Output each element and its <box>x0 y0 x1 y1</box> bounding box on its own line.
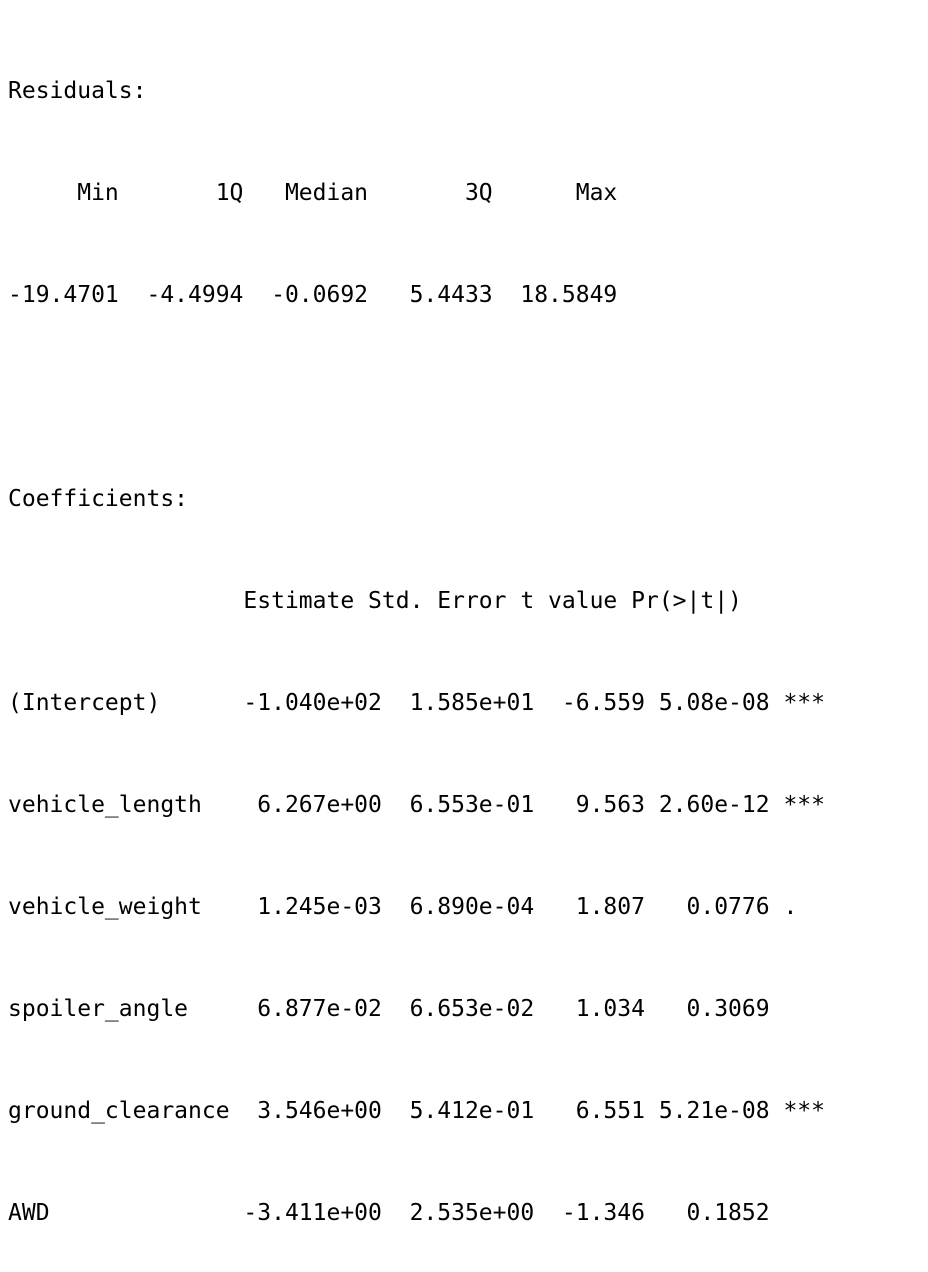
coefficients-label: Coefficients: <box>8 486 189 512</box>
regression-summary-output: Residuals: Min 1Q Median 3Q Max -19.4701… <box>8 6 867 1272</box>
residuals-quantile-header: Min 1Q Median 3Q Max <box>8 180 632 206</box>
residuals-label: Residuals: <box>8 78 147 104</box>
blank-line <box>8 380 867 414</box>
coefficient-row-vehicle-weight: vehicle_weight 1.245e-03 6.890e-04 1.807… <box>8 894 825 920</box>
coefficient-row-awd: AWD -3.411e+00 2.535e+00 -1.346 0.1852 <box>8 1200 825 1226</box>
coefficient-row-ground-clearance: ground_clearance 3.546e+00 5.412e-01 6.5… <box>8 1098 825 1124</box>
residuals-quantile-values: -19.4701 -4.4994 -0.0692 5.4433 18.5849 <box>8 282 632 308</box>
coefficient-row-intercept: (Intercept) -1.040e+02 1.585e+01 -6.559 … <box>8 690 825 716</box>
coefficients-header: Estimate Std. Error t value Pr(>|t|) <box>8 588 798 614</box>
coefficient-row-spoiler-angle: spoiler_angle 6.877e-02 6.653e-02 1.034 … <box>8 996 825 1022</box>
coefficient-row-vehicle-length: vehicle_length 6.267e+00 6.553e-01 9.563… <box>8 792 825 818</box>
